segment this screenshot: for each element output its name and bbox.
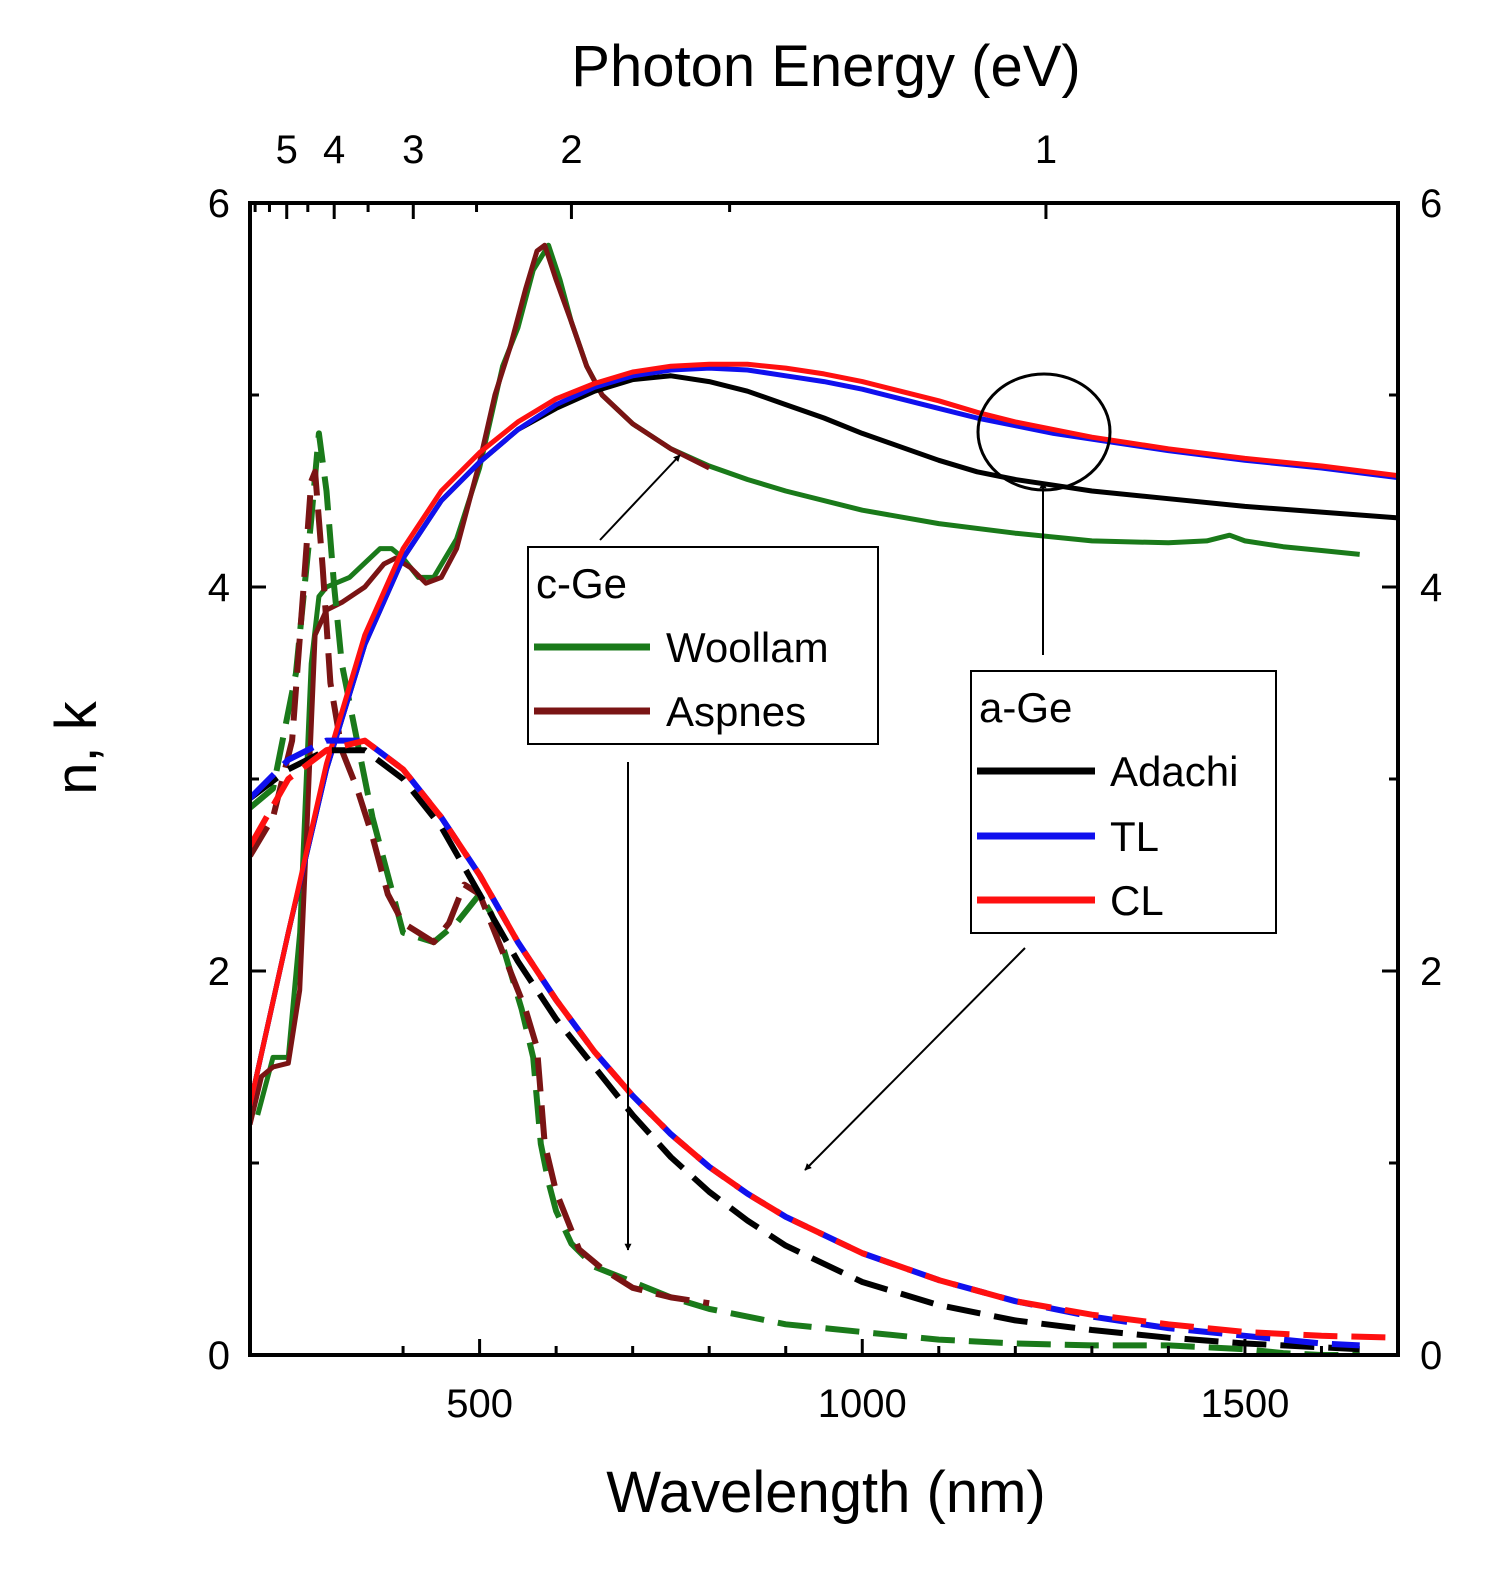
top-tick-label: 5 — [276, 128, 298, 172]
bottom-tick-label: 1000 — [818, 1382, 907, 1426]
top-tick-label: 2 — [560, 128, 582, 172]
series-cl-n — [250, 361, 1398, 1106]
bottom-tick-label: 1500 — [1200, 1382, 1289, 1426]
right-tick-label: 4 — [1420, 566, 1442, 610]
left-axis-title: n, k — [44, 700, 109, 794]
left-tick-label: 0 — [208, 1334, 230, 1378]
right-tick-label: 2 — [1420, 950, 1442, 994]
age-k-arrow — [804, 947, 1026, 1171]
left-tick-label: 6 — [208, 182, 230, 226]
top-tick-label: 1 — [1035, 128, 1057, 172]
series-cl-k — [250, 737, 1398, 1341]
series-woollam-k — [250, 430, 1360, 1355]
legend-cge-title: c-Ge — [536, 560, 627, 607]
legend-age-title: a-Ge — [979, 684, 1072, 731]
legend-label-aspnes: Aspnes — [666, 688, 806, 735]
legend-label-adachi: Adachi — [1110, 748, 1238, 795]
series-layer — [250, 242, 1398, 1355]
legend-label-cl: CL — [1110, 877, 1164, 924]
cge-n-arrow — [599, 454, 681, 541]
legend-cge: c-Ge Woollam Aspnes — [527, 546, 879, 745]
left-tick-label: 4 — [208, 566, 230, 610]
right-tick-label: 6 — [1420, 182, 1442, 226]
series-aspnes-n — [250, 242, 711, 1126]
legend-label-woollam: Woollam — [666, 624, 829, 671]
right-tick-label: 0 — [1420, 1334, 1442, 1378]
legend-age-box — [970, 670, 1277, 934]
bottom-tick-label: 500 — [446, 1382, 513, 1426]
left-tick-label: 2 — [208, 950, 230, 994]
legend-age: a-Ge Adachi TL CL — [970, 670, 1277, 934]
top-tick-label: 3 — [402, 128, 424, 172]
series-aspnes-k — [250, 468, 710, 1307]
top-tick-label: 4 — [323, 128, 345, 172]
legend-label-tl: TL — [1110, 813, 1159, 860]
top-axis-title: Photon Energy (eV) — [571, 34, 1080, 99]
bottom-axis-title: Wavelength (nm) — [606, 1460, 1045, 1525]
series-adachi-k — [250, 747, 1360, 1353]
